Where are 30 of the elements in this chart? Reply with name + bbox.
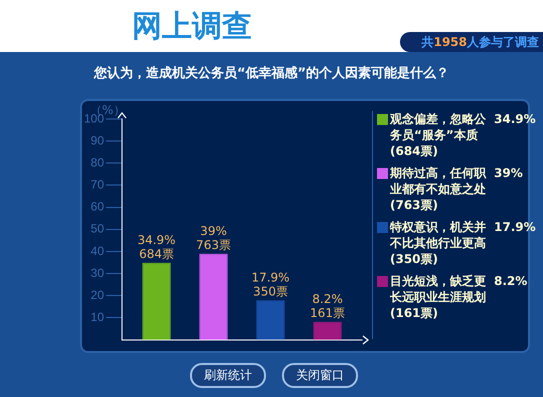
- y-tick-label: 10: [90, 310, 104, 324]
- legend-label: 特权意识，机关并不比其他行业更高 (350票): [390, 219, 486, 267]
- text: 8.2%: [494, 273, 528, 290]
- text: 17.9%: [494, 219, 536, 236]
- y-tick-label: 70: [90, 178, 104, 192]
- text: 关闭窗口: [282, 363, 358, 388]
- bar: [142, 262, 171, 340]
- y-tick-label: 90: [90, 133, 104, 148]
- text: 34.9%: [494, 111, 536, 128]
- text: 刷新统计: [190, 363, 266, 388]
- data-label: 17.9% 350票: [251, 270, 290, 298]
- y-tick-label: 20: [90, 288, 104, 302]
- legend-label: 观念偏差，忽略公务员“服务”本质 (684票): [390, 111, 486, 159]
- chart-subtitle: 您认为，造成机关公务员“低幸福感”的个人因素可能是什么？: [92, 64, 450, 82]
- text: 共1958人参与了调查: [400, 32, 543, 52]
- y-tick-label: 30: [90, 266, 104, 280]
- data-label: 8.2% 161票: [310, 292, 345, 320]
- y-tick-label: 40: [90, 244, 104, 258]
- y-tick-label: 80: [90, 155, 104, 170]
- legend-label: 期待过高，任何职业都有不如意之处 (763票): [390, 165, 486, 213]
- bar: [199, 254, 228, 340]
- y-tick-label: 60: [90, 200, 104, 214]
- data-label: 34.9% 684票: [137, 232, 176, 261]
- data-label: 39% 763票: [196, 224, 231, 252]
- bar: [313, 322, 342, 340]
- y-tick-label: 50: [90, 222, 104, 236]
- bar: [256, 300, 285, 340]
- chart-title: 网上调查: [132, 8, 252, 46]
- legend-label: 目光短浅，缺乏更长远职业生涯规划 (161票): [390, 273, 486, 321]
- text: 39%: [494, 165, 523, 182]
